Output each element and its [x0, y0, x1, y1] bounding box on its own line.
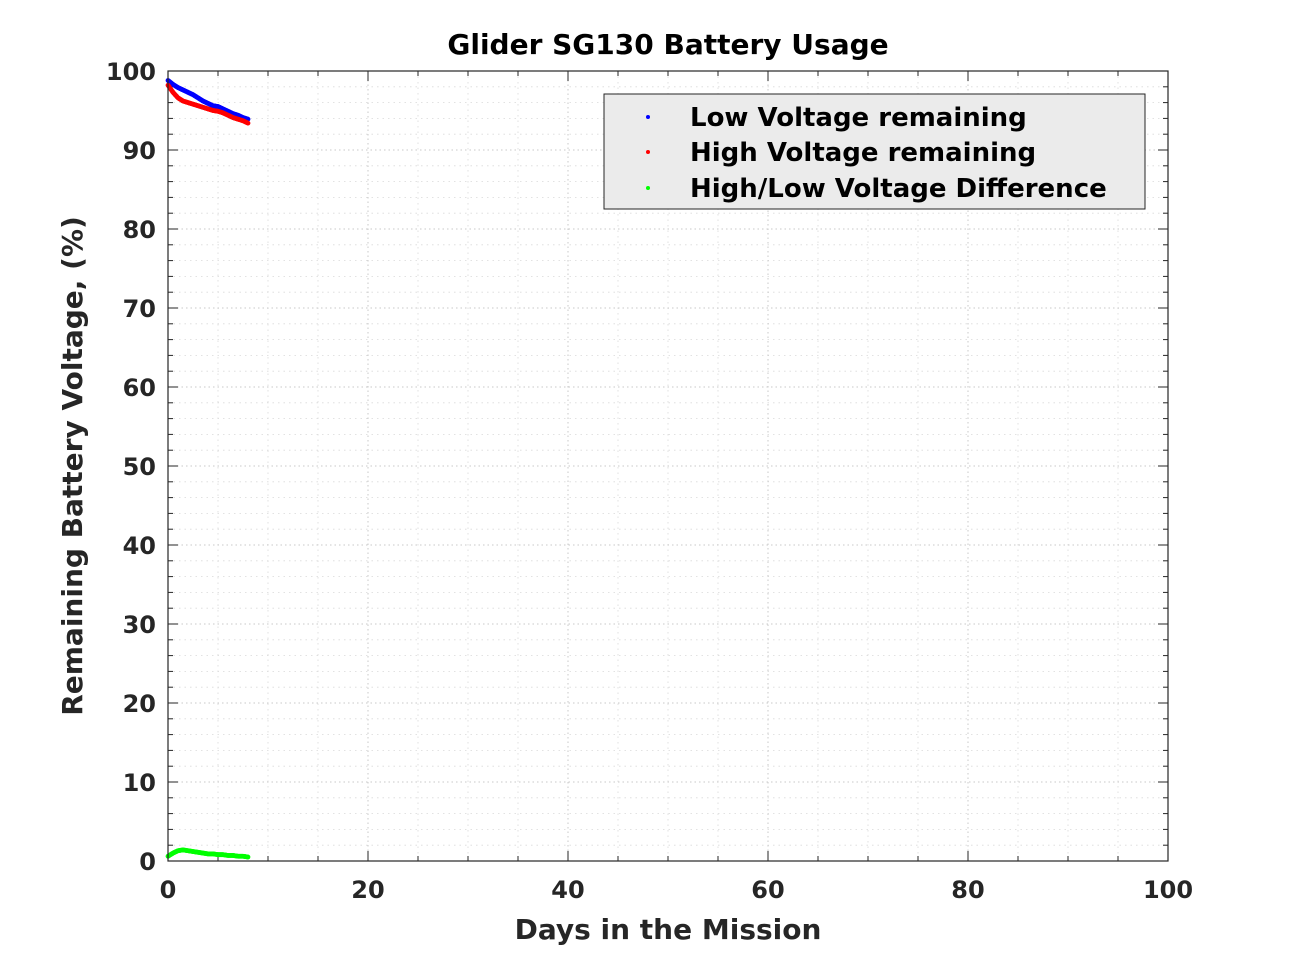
y-tick-label: 10 — [123, 769, 156, 797]
x-tick-label: 80 — [951, 876, 984, 904]
x-axis-label: Days in the Mission — [515, 913, 822, 946]
axis-ticks — [167, 70, 1169, 862]
x-tick-label: 100 — [1143, 876, 1193, 904]
legend-box — [603, 93, 1146, 210]
legend-marker-low-voltage — [646, 115, 650, 119]
tick-labels: 0 20 40 60 80 100 0 10 20 30 40 50 60 70 80 90 100 — [106, 58, 1193, 904]
series-high-voltage — [165, 82, 251, 126]
x-tick-label: 20 — [351, 876, 384, 904]
plot-frame — [167, 70, 1169, 862]
chart-title: Glider SG130 Battery Usage — [447, 28, 888, 61]
legend-marker-high-voltage — [646, 150, 650, 154]
data-point-voltage-difference — [245, 854, 251, 860]
x-tick-label: 40 — [551, 876, 584, 904]
y-tick-label: 30 — [123, 611, 156, 639]
y-axis-label: Remaining Battery Voltage, (%) — [56, 216, 89, 716]
legend-entry-voltage-difference: High/Low Voltage Difference — [690, 174, 1107, 204]
y-tick-label: 40 — [123, 532, 156, 560]
y-tick-label: 20 — [123, 690, 156, 718]
y-tick-label: 50 — [123, 453, 156, 481]
y-tick-label: 100 — [106, 58, 156, 86]
chart-legend: Low Voltage remaining High Voltage remai… — [603, 93, 1146, 210]
plot-area-data — [165, 78, 251, 860]
y-tick-label: 80 — [123, 216, 156, 244]
legend-entry-low-voltage: Low Voltage remaining — [690, 103, 1027, 133]
series-low-voltage — [165, 78, 251, 122]
x-tick-label: 60 — [751, 876, 784, 904]
legend-marker-voltage-difference — [646, 186, 650, 190]
legend-entry-high-voltage: High Voltage remaining — [690, 138, 1036, 168]
y-tick-label: 90 — [123, 137, 156, 165]
data-point-high-voltage — [245, 120, 251, 126]
y-tick-label: 0 — [139, 848, 156, 876]
y-tick-label: 70 — [123, 295, 156, 323]
y-tick-label: 60 — [123, 374, 156, 402]
x-tick-label: 0 — [160, 876, 177, 904]
series-voltage-difference — [165, 847, 251, 860]
